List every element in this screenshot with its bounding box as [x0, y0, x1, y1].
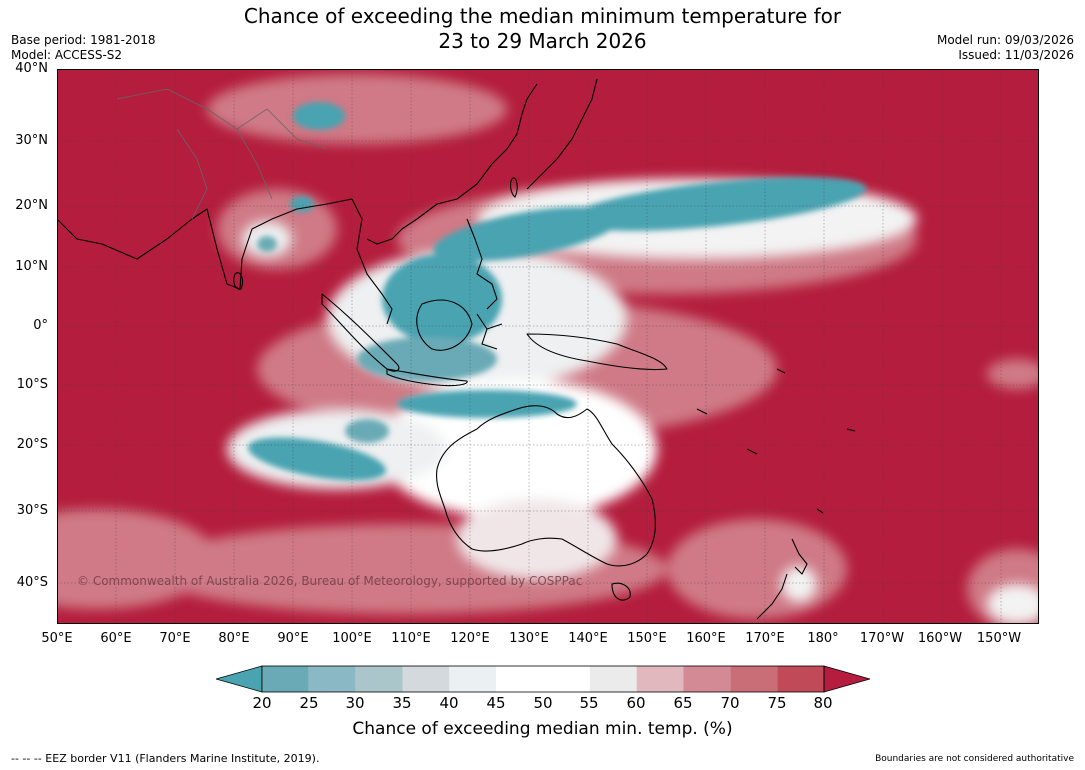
colorbar-segment [449, 666, 497, 692]
lat-label: 20°S [16, 437, 48, 452]
lat-label: 10°N [15, 259, 48, 274]
copyright-notice: © Commonwealth of Australia 2026, Bureau… [77, 574, 583, 588]
lat-label: 40°N [15, 61, 48, 76]
graticule [57, 69, 1039, 624]
teal-zones [247, 102, 867, 481]
colorbar-segment [543, 666, 590, 692]
lat-label: 30°S [16, 503, 48, 518]
lon-label: 80°E [218, 631, 250, 646]
lon-label: 170°E [745, 631, 785, 646]
colorbar-segment [308, 666, 356, 692]
colorbar-tick: 35 [392, 694, 412, 712]
lon-label: 50°E [41, 631, 73, 646]
colorbar-tick: 60 [626, 694, 646, 712]
lon-label: 70°E [159, 631, 191, 646]
lon-label: 180° [807, 631, 839, 646]
colorbar-tick: 25 [299, 694, 319, 712]
lat-label: 40°S [16, 575, 48, 590]
colorbar-segment [589, 666, 637, 692]
lon-label: 150°W [976, 631, 1022, 646]
colorbar-segment [777, 666, 824, 692]
map-frame [57, 69, 1039, 624]
lon-label: 90°E [277, 631, 309, 646]
colorbar-tick: 30 [345, 694, 365, 712]
lat-label: 20°N [15, 198, 48, 213]
colorbar-label: Chance of exceeding median min. temp. (%… [352, 719, 733, 739]
lon-label: 160°E [686, 631, 726, 646]
colorbar-segment [683, 666, 731, 692]
lon-label: 170°W [859, 631, 905, 646]
colorbar-tick: 45 [486, 694, 506, 712]
colorbar-tick: 80 [813, 694, 833, 712]
issued-date: Issued: 11/03/2026 [958, 48, 1074, 62]
colorbar-tick: 40 [439, 694, 459, 712]
colorbar-frame [261, 665, 825, 693]
lon-label: 160°W [917, 631, 963, 646]
model-run: Model run: 09/03/2026 [936, 33, 1074, 47]
colorbar-arrow-high [823, 665, 870, 693]
lon-label: 110°E [391, 631, 431, 646]
colorbar-segment [496, 666, 543, 692]
colorbar-tick: 75 [767, 694, 787, 712]
colorbar [216, 665, 870, 693]
colorbar-segment [730, 666, 778, 692]
colorbar-segment [636, 666, 684, 692]
colorbar-tick: 55 [579, 694, 599, 712]
colorbar-tick: 20 [252, 694, 272, 712]
lon-label: 140°E [568, 631, 608, 646]
colorbar-arrow-low [216, 665, 263, 693]
eez-border-note: -- -- -- EEZ border V11 (Flanders Marine… [11, 752, 320, 765]
lat-label: 30°N [15, 133, 48, 148]
boundaries-disclaimer: Boundaries are not considered authoritat… [875, 754, 1074, 764]
colorbar-segment [355, 666, 403, 692]
colorbar-tick: 65 [673, 694, 693, 712]
base-period: Base period: 1981-2018 [11, 33, 156, 47]
lon-label: 100°E [332, 631, 372, 646]
colorbar-segment [262, 666, 309, 692]
meta-left: Base period: 1981-2018 Model: ACCESS-S2 [11, 33, 156, 63]
lat-label: 10°S [16, 377, 48, 392]
meta-right: Model run: 09/03/2026 Issued: 11/03/2026 [937, 33, 1074, 63]
lon-label: 60°E [100, 631, 132, 646]
model-name: Model: ACCESS-S2 [11, 48, 123, 62]
colorbar-tick: 70 [720, 694, 740, 712]
probability-map [57, 69, 1039, 624]
lon-label: 120°E [450, 631, 490, 646]
lon-label: 150°E [627, 631, 667, 646]
title-line-2: 23 to 29 March 2026 [438, 29, 647, 53]
lon-label: 130°E [509, 631, 549, 646]
map-title: Chance of exceeding the median minimum t… [0, 4, 1085, 54]
coastlines [57, 78, 856, 620]
country-borders [116, 88, 328, 220]
lat-label: 0° [33, 318, 48, 333]
colorbar-segment [402, 666, 450, 692]
title-line-1: Chance of exceeding the median minimum t… [243, 4, 842, 28]
colorbar-tick: 50 [533, 694, 553, 712]
